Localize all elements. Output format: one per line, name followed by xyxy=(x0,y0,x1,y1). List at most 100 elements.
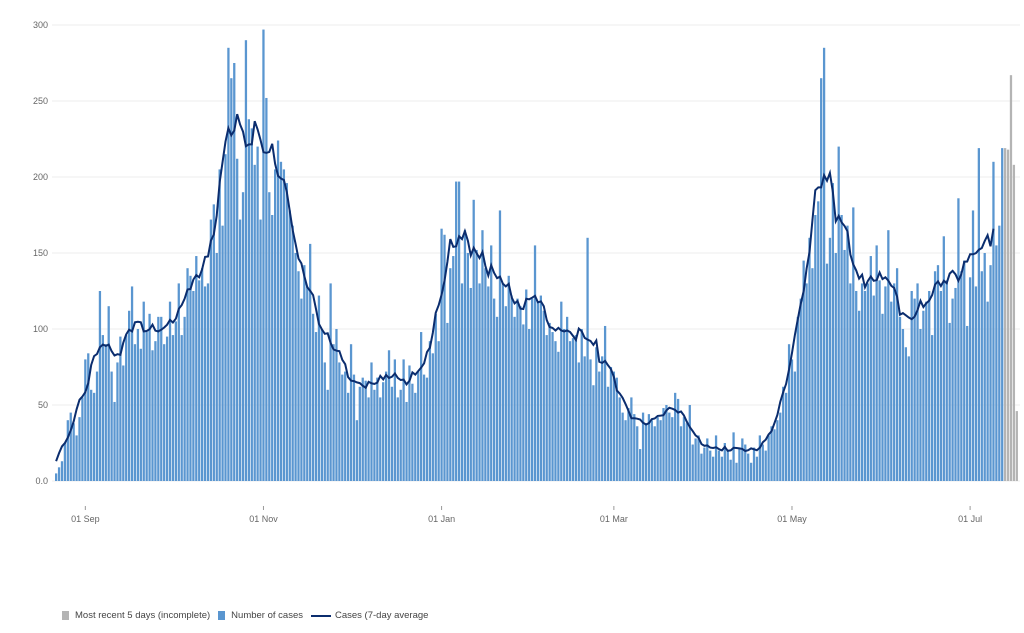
bar-cases xyxy=(490,245,493,481)
bar-cases xyxy=(323,362,326,481)
bar-cases xyxy=(738,447,741,481)
bar-incomplete xyxy=(1009,75,1013,481)
bar-cases xyxy=(671,417,674,481)
bar-cases xyxy=(633,414,636,481)
bar-cases xyxy=(320,329,323,481)
bar-cases xyxy=(802,260,805,481)
bar-cases xyxy=(104,344,107,481)
bar-cases xyxy=(557,351,560,481)
bar-cases xyxy=(744,444,747,481)
bar-cases xyxy=(417,371,420,481)
bar-cases xyxy=(250,128,253,482)
bar-cases xyxy=(805,283,808,481)
bar-cases xyxy=(186,268,189,481)
bar-cases xyxy=(274,169,277,481)
bar-cases xyxy=(656,417,659,481)
bar-cases xyxy=(425,377,429,481)
bar-cases xyxy=(495,316,499,481)
bar-cases xyxy=(887,230,890,481)
bar-cases xyxy=(201,268,204,481)
bar-cases xyxy=(341,374,344,481)
bar-cases xyxy=(206,283,210,481)
bar-cases xyxy=(790,359,794,481)
bar-cases xyxy=(268,192,271,481)
bar-cases xyxy=(849,283,852,481)
bar-incomplete xyxy=(1006,149,1010,481)
bar-cases xyxy=(78,417,81,481)
bar-cases xyxy=(285,183,288,481)
bar-cases xyxy=(484,268,487,481)
legend-swatch-line xyxy=(310,614,331,617)
bar-cases xyxy=(390,386,394,481)
bar-cases xyxy=(957,198,960,481)
bar-cases xyxy=(224,154,227,481)
bar-cases xyxy=(163,344,166,481)
bar-cases xyxy=(881,313,884,481)
bar-cases xyxy=(837,146,840,481)
bar-cases xyxy=(358,386,361,481)
legend-item-average[interactable]: Cases (7-day average xyxy=(310,610,428,621)
bar-cases xyxy=(533,245,537,481)
bar-cases xyxy=(326,389,329,481)
bar-cases xyxy=(627,408,630,481)
bar-cases xyxy=(910,291,913,481)
bar-cases xyxy=(72,423,75,481)
bar-cases xyxy=(679,426,683,481)
bar-cases xyxy=(566,316,569,481)
bar-cases xyxy=(355,420,359,481)
bar-cases xyxy=(519,306,522,481)
bar-cases xyxy=(148,313,151,481)
bar-cases xyxy=(379,397,382,481)
bar-cases xyxy=(948,322,951,481)
bar-cases xyxy=(90,389,93,481)
bar-cases xyxy=(931,335,934,481)
bar-cases xyxy=(922,310,925,481)
bar-cases xyxy=(995,245,998,481)
bar-cases xyxy=(878,280,881,481)
legend-swatch-gray xyxy=(62,611,69,620)
bar-cases xyxy=(481,230,484,481)
bar-cases xyxy=(119,336,122,481)
bar-cases xyxy=(522,324,525,481)
bar-cases xyxy=(580,329,583,481)
bar-cases xyxy=(528,329,531,481)
bar-cases xyxy=(498,210,502,481)
bar-cases xyxy=(688,405,691,481)
bar-cases xyxy=(966,325,969,481)
bar-incomplete xyxy=(1004,148,1007,481)
bar-cases xyxy=(443,234,446,481)
legend-item-incomplete[interactable]: Most recent 5 days (incomplete) xyxy=(62,610,210,621)
legend-item-cases[interactable]: Number of cases xyxy=(218,610,303,621)
bar-cases xyxy=(875,245,878,481)
bar-cases xyxy=(624,420,627,481)
bar-cases xyxy=(145,332,148,481)
bar-cases xyxy=(493,298,496,481)
bar-cases xyxy=(113,401,116,481)
bar-cases xyxy=(437,341,440,481)
bar-cases xyxy=(904,347,907,481)
bar-cases xyxy=(227,47,230,482)
bar-cases xyxy=(706,438,709,481)
bar-cases xyxy=(411,383,414,481)
bar-cases xyxy=(694,438,697,481)
bar-cases xyxy=(399,389,402,481)
bar-incomplete xyxy=(1015,411,1018,481)
bar-cases xyxy=(714,435,718,481)
bar-cases xyxy=(422,374,426,481)
bar-cases xyxy=(612,371,615,481)
y-tick-label: 50 xyxy=(38,400,48,410)
bar-cases xyxy=(796,316,799,481)
y-axis-labels: 0.0 50 100 150 200 250 300 xyxy=(33,20,48,486)
bar-cases xyxy=(618,397,621,481)
bar-cases xyxy=(822,47,826,482)
bar-cases xyxy=(230,78,233,481)
bar-cases xyxy=(641,412,645,481)
bar-cases xyxy=(165,336,169,481)
bar-cases xyxy=(168,301,172,481)
bar-cases xyxy=(414,392,417,481)
y-tick-label: 300 xyxy=(33,20,48,30)
bar-cases xyxy=(309,243,312,481)
bar-cases xyxy=(271,215,274,481)
x-tick-label: 01 Jan xyxy=(428,514,455,524)
legend: Most recent 5 days (incomplete) Number o… xyxy=(62,610,436,621)
